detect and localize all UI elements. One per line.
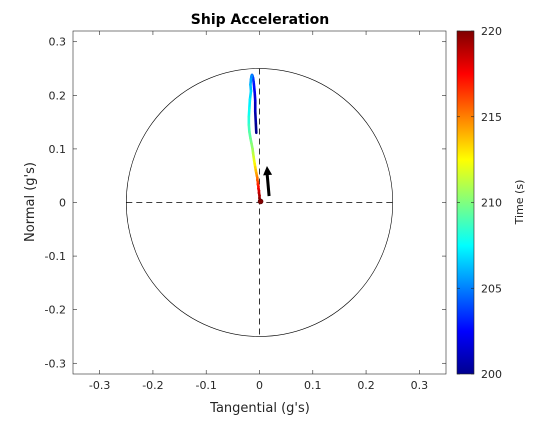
colorbar-tick-label: 210 — [481, 197, 502, 210]
x-ticks: -0.3 -0.2 -0.1 0 0.1 0.2 0.3 — [89, 31, 428, 392]
colorbar-ticks: 200 205 210 215 220 — [457, 25, 502, 381]
current-position-marker — [257, 198, 264, 205]
colorbar-tick-label: 205 — [481, 282, 502, 295]
y-axis-label: Normal (g's) — [23, 162, 38, 242]
x-tick-label: -0.1 — [195, 379, 216, 392]
y-tick-label: 0 — [59, 197, 66, 210]
colorbar-tick-label: 215 — [481, 111, 502, 124]
markers — [257, 166, 273, 205]
x-tick-label: -0.3 — [89, 379, 110, 392]
colorbar-tick-label: 200 — [481, 368, 502, 381]
y-tick-label: 0.2 — [49, 89, 67, 102]
x-axis-label: Tangential (g's) — [209, 401, 310, 416]
y-tick-label: -0.2 — [45, 304, 66, 317]
trajectory — [247, 73, 262, 203]
x-tick-label: 0.3 — [411, 379, 429, 392]
colorbar-tick-label: 220 — [481, 25, 502, 38]
x-tick-label: 0.1 — [304, 379, 322, 392]
trajectory-segment — [248, 89, 253, 101]
trajectory-segment — [253, 110, 258, 124]
trajectory-segment — [248, 98, 252, 110]
y-tick-label: -0.3 — [45, 357, 66, 370]
trajectory-segment — [247, 106, 251, 119]
acceleration-arrow-head — [263, 166, 273, 176]
trajectory-segment — [253, 91, 257, 102]
chart-title: Ship Acceleration — [191, 12, 329, 28]
trajectory-segment — [254, 120, 258, 135]
y-ticks: -0.3 -0.2 -0.1 0 0.1 0.2 0.3 — [45, 36, 446, 370]
x-tick-label: -0.2 — [142, 379, 163, 392]
x-tick-label: 0.2 — [357, 379, 375, 392]
y-tick-label: 0.1 — [49, 143, 67, 156]
colorbar-label: Time (s) — [513, 180, 526, 226]
y-tick-label: 0.3 — [49, 36, 67, 49]
y-tick-label: -0.1 — [45, 250, 66, 263]
acceleration-arrow-shaft — [265, 171, 271, 197]
x-tick-label: 0 — [256, 379, 263, 392]
